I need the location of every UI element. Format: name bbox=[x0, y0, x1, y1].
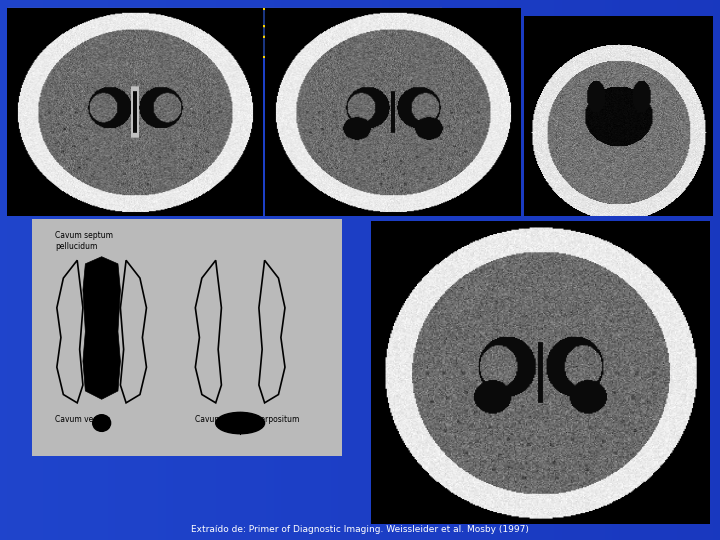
Text: VARIANTES NORMALIDAD VENTRICULAR: VARIANTES NORMALIDAD VENTRICULAR bbox=[15, 24, 419, 42]
Text: Cavum septum
pellucidum: Cavum septum pellucidum bbox=[55, 231, 113, 251]
Text: Cavum vergoe: Cavum vergoe bbox=[55, 415, 111, 424]
Text: Extraído de: Primer of Diagnostic Imaging. Weissleider et al. Mosby (1997): Extraído de: Primer of Diagnostic Imagin… bbox=[191, 524, 529, 534]
Text: Cavum velum interpositum: Cavum velum interpositum bbox=[195, 415, 300, 424]
Ellipse shape bbox=[93, 415, 111, 431]
Polygon shape bbox=[83, 256, 120, 399]
Ellipse shape bbox=[216, 413, 265, 434]
